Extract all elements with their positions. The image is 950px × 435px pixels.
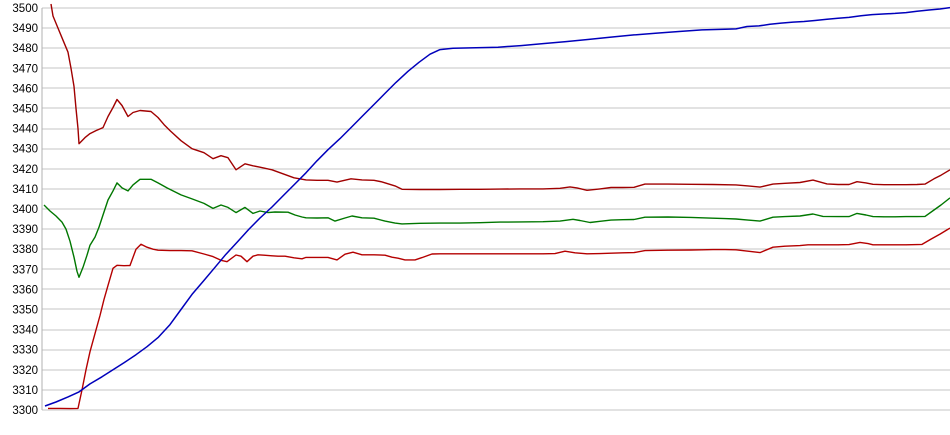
y-axis-tick-label: 3300 (12, 405, 38, 417)
y-axis-tick-label: 3460 (12, 83, 38, 95)
y-axis-tick-label: 3400 (12, 204, 38, 216)
y-axis-tick-label: 3410 (12, 184, 38, 196)
gridlines-group (42, 7, 950, 411)
series-line-middle-line-green (43, 178, 950, 278)
y-axis-tick-labels: 3500 3490 3480 3470 3460 3450 3440 3430 3420 3410… (12, 3, 38, 417)
series-line-lower-band-red (48, 227, 950, 410)
y-axis-tick-label: 3340 (12, 325, 38, 337)
y-axis-tick-label: 3420 (12, 164, 38, 176)
y-axis-tick-label: 3380 (12, 244, 38, 256)
y-axis-tick-label: 3360 (12, 284, 38, 296)
y-axis-tick-label: 3480 (12, 43, 38, 55)
y-axis-tick-label: 3470 (12, 63, 38, 75)
y-axis-tick-label: 3330 (12, 345, 38, 357)
y-axis-tick-label: 3500 (12, 3, 38, 15)
y-axis-tick-label: 3350 (12, 305, 38, 317)
y-axis-tick-label: 3390 (12, 224, 38, 236)
y-axis-tick-label: 3430 (12, 144, 38, 156)
series-line-rising-curve-blue (44, 6, 950, 407)
y-axis-tick-label: 3310 (12, 385, 38, 397)
y-axis-tick-label: 3320 (12, 365, 38, 377)
y-axis-tick-label: 3450 (12, 104, 38, 116)
y-axis-tick-label: 3440 (12, 124, 38, 136)
series-lines-group (43, 3, 950, 410)
series-line-upper-band-red (50, 3, 950, 192)
y-axis-tick-label: 3370 (12, 264, 38, 276)
y-axis-tick-label: 3490 (12, 23, 38, 35)
